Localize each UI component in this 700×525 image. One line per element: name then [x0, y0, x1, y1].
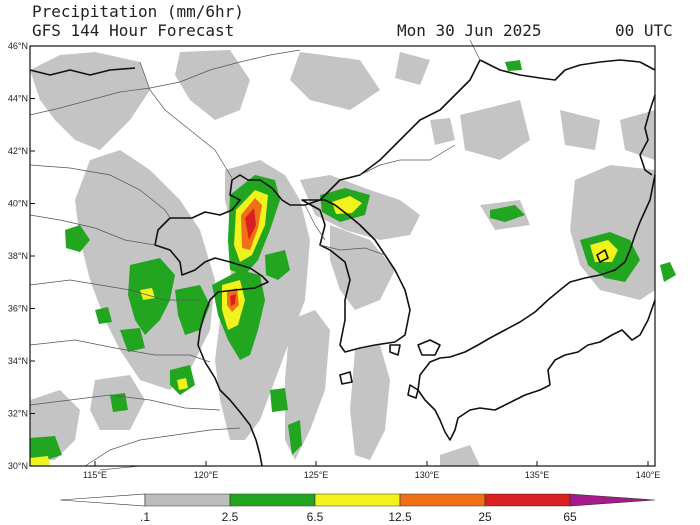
lon-tick-label: 120°E: [194, 470, 219, 480]
lat-tick-label: 42°N: [8, 146, 28, 156]
precip-colorbar: [59, 493, 656, 507]
longitude-axis: 115°E 120°E 125°E 130°E 135°E 140°E: [83, 461, 660, 480]
colorbar-segment: [314, 493, 401, 507]
colorbar-segment: [484, 493, 571, 507]
colorbar-segment: [569, 493, 656, 507]
colorbar-segment: [59, 493, 146, 507]
colorbar-segment: [144, 493, 231, 507]
lat-tick-label: 36°N: [8, 304, 28, 314]
lon-tick-label: 125°E: [304, 470, 329, 480]
forecast-time: 00 UTC: [615, 21, 673, 40]
colorbar-label: 2.5: [221, 510, 239, 524]
lat-tick-label: 34°N: [8, 356, 28, 366]
lon-tick-label: 140°E: [636, 470, 661, 480]
lat-tick-label: 32°N: [8, 409, 28, 419]
map-subtitle: GFS 144 Hour Forecast: [32, 21, 235, 40]
lat-tick-label: 30°N: [8, 461, 28, 471]
lat-tick-label: 38°N: [8, 251, 28, 261]
lon-tick-label: 130°E: [415, 470, 440, 480]
colorbar-label: 12.5: [388, 510, 412, 524]
precip-intense-areas: [227, 198, 262, 312]
colorbar-segment: [399, 493, 486, 507]
forecast-date: Mon 30 Jun 2025: [397, 21, 542, 40]
colorbar-label: .1: [139, 510, 151, 524]
lat-tick-label: 44°N: [8, 94, 28, 104]
colorbar-label: 65: [563, 510, 577, 524]
lon-tick-label: 135°E: [525, 470, 550, 480]
colorbar-label: 25: [478, 510, 492, 524]
lat-tick-label: 40°N: [8, 199, 28, 209]
coastlines: [29, 59, 656, 467]
admin-borders: [29, 39, 481, 471]
colorbar-label: 6.5: [306, 510, 324, 524]
colorbar-segment: [229, 493, 316, 507]
lat-tick-label: 46°N: [8, 41, 28, 51]
latitude-axis: 46°N 44°N 42°N 40°N 38°N 36°N 34°N 32°N 30°N: [8, 41, 35, 471]
lon-tick-label: 115°E: [83, 470, 107, 480]
map-title: Precipitation (mm/6hr): [32, 2, 244, 21]
